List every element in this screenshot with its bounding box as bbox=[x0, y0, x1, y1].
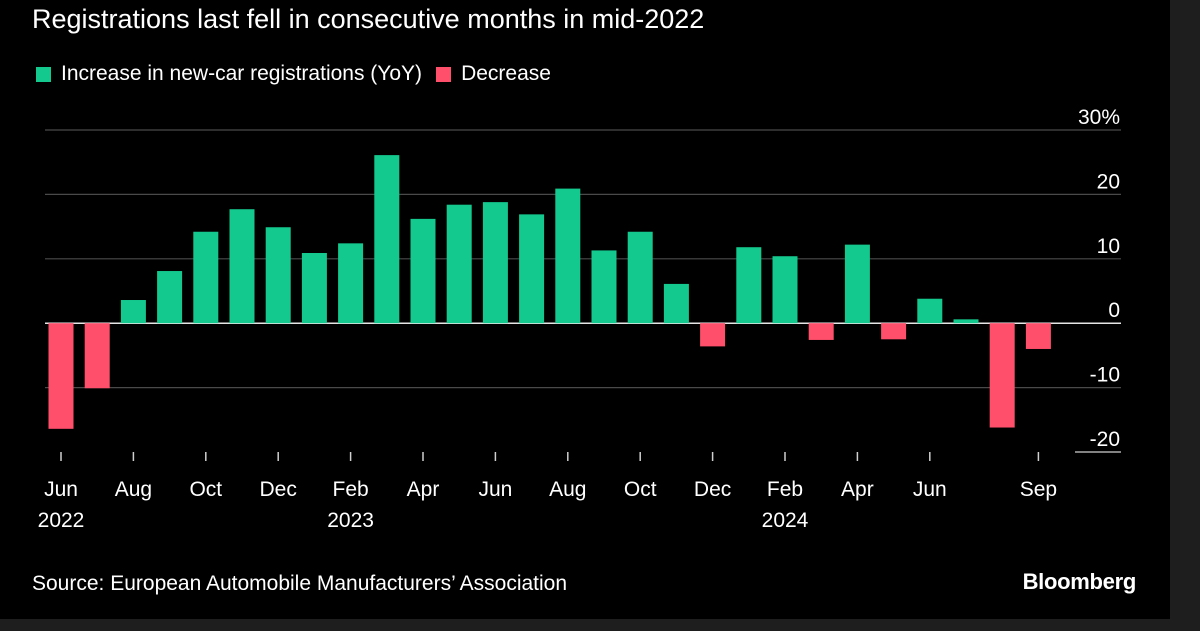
bars bbox=[48, 155, 1051, 429]
x-tick-year-label: 2023 bbox=[327, 509, 374, 532]
y-tick-label: 20 bbox=[1097, 170, 1120, 193]
x-tick-label: Jun bbox=[478, 478, 512, 501]
x-tick-year-label: 2024 bbox=[762, 509, 809, 532]
x-tick-label: Aug bbox=[549, 478, 586, 501]
legend: Increase in new-car registrations (YoY) … bbox=[36, 62, 565, 86]
x-tick-label: Sep bbox=[1020, 478, 1057, 501]
bar-increase bbox=[265, 227, 291, 324]
bar-increase bbox=[519, 214, 545, 324]
x-tick-label: Dec bbox=[260, 478, 297, 501]
bar-increase bbox=[772, 256, 798, 324]
bar-increase bbox=[446, 204, 472, 324]
x-tick-label: Feb bbox=[333, 478, 369, 501]
y-tick-label: -10 bbox=[1090, 364, 1120, 387]
x-tick-label: Oct bbox=[189, 478, 222, 501]
bar-increase bbox=[301, 253, 327, 324]
y-tick-label: 30% bbox=[1078, 106, 1120, 129]
bar-increase bbox=[120, 300, 146, 324]
bar-increase bbox=[591, 250, 617, 324]
bar-increase bbox=[157, 271, 183, 324]
bar-decrease bbox=[48, 323, 74, 429]
bar-increase bbox=[482, 202, 508, 324]
x-tick-label: Oct bbox=[624, 478, 657, 501]
bar-increase bbox=[844, 244, 870, 324]
bar-increase bbox=[736, 247, 762, 324]
bar-increase bbox=[338, 243, 364, 324]
chart-title: Registrations last fell in consecutive m… bbox=[32, 4, 705, 34]
bar-increase bbox=[193, 231, 219, 324]
bar-increase bbox=[229, 209, 255, 324]
x-tick-label: Jun bbox=[913, 478, 947, 501]
x-tick-label: Dec bbox=[694, 478, 731, 501]
y-tick-label: 0 bbox=[1108, 299, 1120, 322]
legend-item-increase: Increase in new-car registrations (YoY) bbox=[36, 62, 422, 86]
chart-card: Registrations last fell in consecutive m… bbox=[0, 0, 1170, 619]
x-tick-label: Apr bbox=[841, 478, 874, 501]
bar-decrease bbox=[700, 323, 726, 347]
bar-decrease bbox=[989, 323, 1015, 428]
x-tick-year-label: 2022 bbox=[38, 509, 85, 532]
legend-label-increase: Increase in new-car registrations (YoY) bbox=[61, 62, 423, 85]
source-note: Source: European Automobile Manufacturer… bbox=[32, 572, 568, 595]
bar-increase bbox=[953, 319, 979, 324]
bloomberg-logo: Bloomberg bbox=[1022, 569, 1137, 594]
bar-decrease bbox=[881, 323, 907, 340]
y-tick-label: -20 bbox=[1090, 428, 1120, 451]
x-tick-label: Jun bbox=[44, 478, 78, 501]
bar-increase bbox=[555, 188, 581, 324]
bar-decrease bbox=[84, 323, 110, 389]
legend-swatch-decrease bbox=[436, 66, 452, 82]
legend-item-decrease: Decrease bbox=[436, 62, 551, 86]
bar-decrease bbox=[808, 323, 834, 340]
bar-decrease bbox=[1025, 323, 1051, 349]
x-tick-label: Apr bbox=[407, 478, 440, 501]
bar-chart: 30% 20 10 0 -10 -20 Jun 2022 Aug Oct Dec Feb 2023 Ap… bbox=[38, 106, 1121, 532]
x-axis-ticks: Jun 2022 Aug Oct Dec Feb 2023 Apr Jun Aug Oct Dec Fe… bbox=[38, 452, 1057, 532]
legend-swatch-increase bbox=[36, 66, 51, 82]
x-tick-label: Aug bbox=[115, 478, 152, 501]
bar-increase bbox=[410, 218, 436, 324]
legend-label-decrease: Decrease bbox=[461, 62, 551, 85]
bar-increase bbox=[374, 155, 400, 324]
y-axis-ticks: 30% 20 10 0 -10 -20 bbox=[1078, 106, 1120, 451]
x-tick-label: Feb bbox=[767, 478, 803, 501]
bar-increase bbox=[917, 298, 943, 324]
bar-increase bbox=[627, 231, 653, 324]
bar-increase bbox=[663, 283, 689, 324]
y-tick-label: 10 bbox=[1097, 235, 1120, 258]
